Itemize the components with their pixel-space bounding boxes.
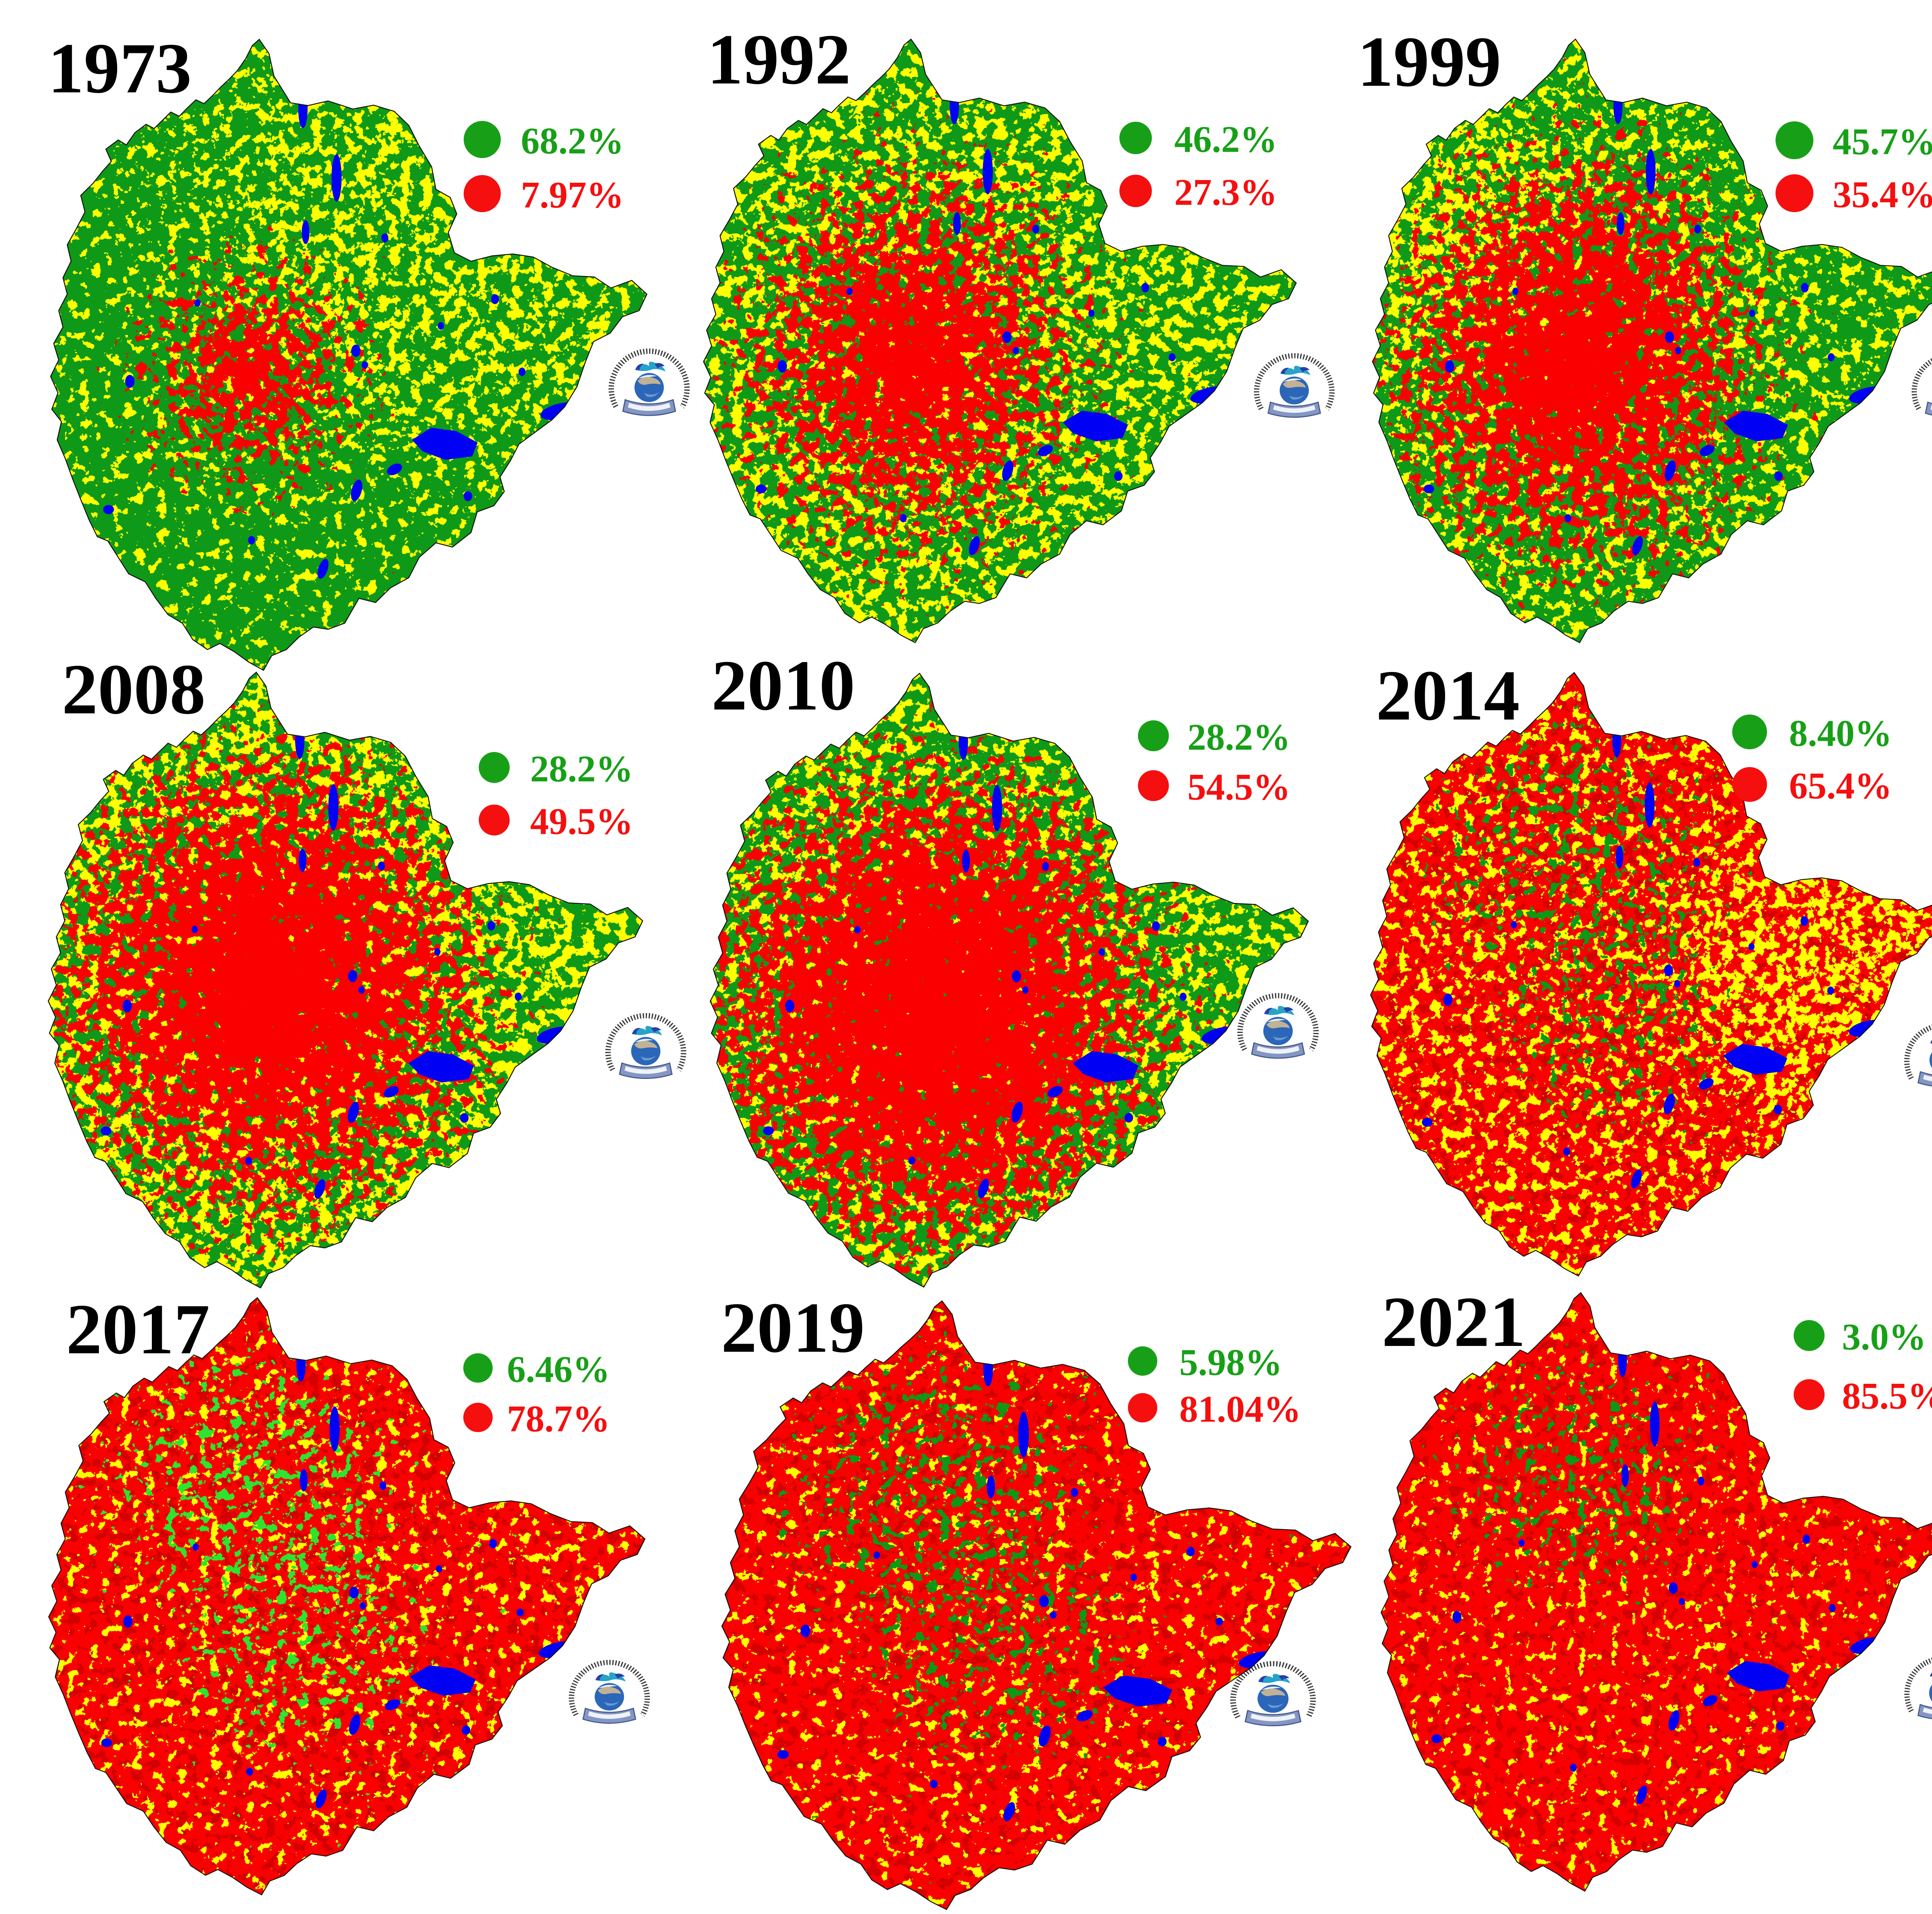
svg-text:27.3%: 27.3% xyxy=(1174,172,1277,213)
svg-text:2021: 2021 xyxy=(1382,1282,1526,1362)
svg-text:35.4%: 35.4% xyxy=(1833,174,1932,215)
svg-text:2008: 2008 xyxy=(62,650,206,729)
svg-text:2010: 2010 xyxy=(711,646,855,725)
svg-text:1992: 1992 xyxy=(707,20,851,99)
svg-text:81.04%: 81.04% xyxy=(1179,1388,1301,1430)
svg-text:8.40%: 8.40% xyxy=(1789,713,1892,754)
svg-text:3.0%: 3.0% xyxy=(1842,1316,1926,1358)
svg-text:5.98%: 5.98% xyxy=(1179,1342,1282,1383)
svg-text:65.4%: 65.4% xyxy=(1789,765,1892,806)
svg-text:78.7%: 78.7% xyxy=(507,1398,610,1439)
svg-text:28.2%: 28.2% xyxy=(1187,716,1291,758)
svg-text:46.2%: 46.2% xyxy=(1174,119,1277,160)
svg-text:1999: 1999 xyxy=(1357,22,1501,102)
svg-text:7.97%: 7.97% xyxy=(521,174,624,216)
svg-text:49.5%: 49.5% xyxy=(530,801,633,842)
svg-text:2019: 2019 xyxy=(721,1288,865,1368)
svg-text:45.7%: 45.7% xyxy=(1833,121,1932,162)
svg-text:54.5%: 54.5% xyxy=(1187,766,1291,808)
svg-text:6.46%: 6.46% xyxy=(507,1349,610,1390)
svg-text:68.2%: 68.2% xyxy=(521,120,624,162)
svg-text:2014: 2014 xyxy=(1376,656,1520,735)
svg-text:1973: 1973 xyxy=(48,29,192,108)
svg-text:85.5%: 85.5% xyxy=(1842,1375,1932,1417)
svg-text:28.2%: 28.2% xyxy=(530,748,633,789)
svg-text:2017: 2017 xyxy=(66,1290,210,1369)
